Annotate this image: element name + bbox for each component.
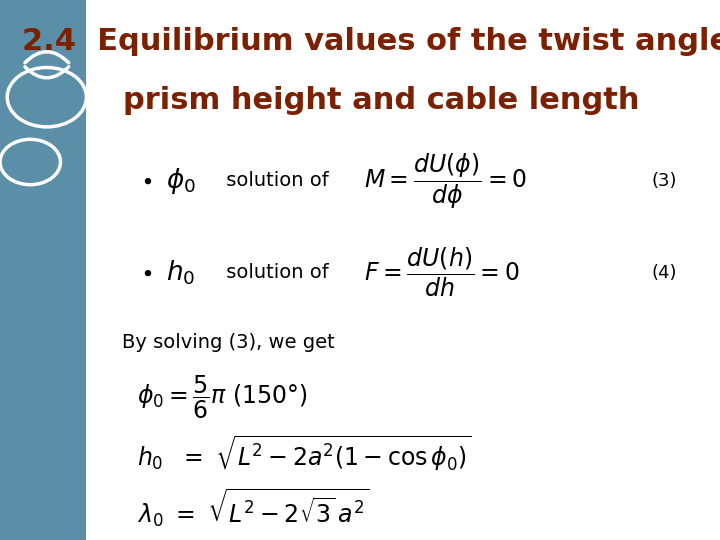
FancyBboxPatch shape (0, 0, 86, 540)
Text: $M = \dfrac{dU(\phi)}{d\phi} = 0$: $M = \dfrac{dU(\phi)}{d\phi} = 0$ (364, 151, 526, 211)
Text: solution of: solution of (220, 263, 328, 282)
Text: prism height and cable length: prism height and cable length (123, 86, 640, 116)
Text: (4): (4) (652, 264, 677, 282)
Text: $\phi_0 = \dfrac{5}{6}\pi\ (150°)$: $\phi_0 = \dfrac{5}{6}\pi\ (150°)$ (137, 373, 307, 421)
Text: 2.4  Equilibrium values of the twist angle,: 2.4 Equilibrium values of the twist angl… (22, 27, 720, 56)
Text: $\lambda_0\ =\ \sqrt{L^2 - 2\sqrt{3}\,a^2}$: $\lambda_0\ =\ \sqrt{L^2 - 2\sqrt{3}\,a^… (137, 487, 369, 529)
Text: By solving (3), we get: By solving (3), we get (122, 333, 335, 353)
Text: solution of: solution of (220, 171, 328, 191)
Text: $F = \dfrac{dU(h)}{dh} = 0$: $F = \dfrac{dU(h)}{dh} = 0$ (364, 246, 519, 299)
FancyArrowPatch shape (25, 52, 68, 63)
Text: (3): (3) (652, 172, 677, 190)
Text: $\bullet$: $\bullet$ (140, 171, 153, 191)
Text: $\phi_0$: $\phi_0$ (166, 166, 196, 196)
Text: $h_0\ \ =\ \sqrt{L^2 - 2a^2(1-\cos\phi_0)}$: $h_0\ \ =\ \sqrt{L^2 - 2a^2(1-\cos\phi_0… (137, 434, 472, 474)
Text: $h_0$: $h_0$ (166, 259, 195, 287)
Text: $\bullet$: $\bullet$ (140, 262, 153, 283)
FancyArrowPatch shape (25, 67, 68, 78)
